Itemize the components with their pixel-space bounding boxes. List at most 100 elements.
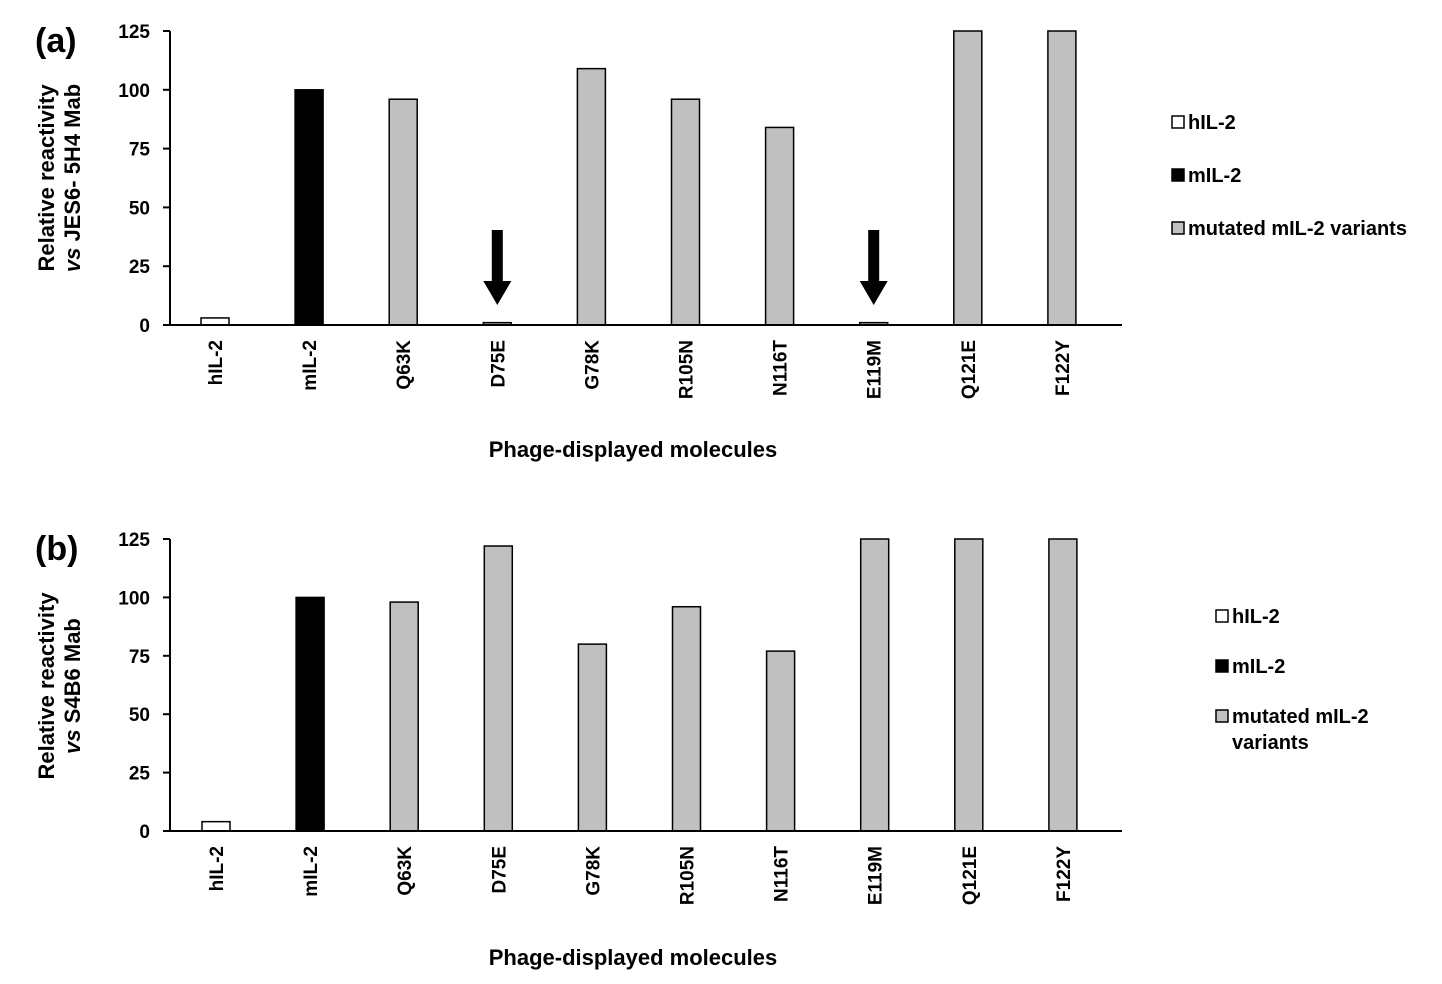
- panel-b-y-tick-label-75: 75: [129, 647, 151, 668]
- panel-a-category-label-q121e: Q121E: [959, 340, 980, 399]
- panel-b-legend-label-line-1: mIL-2: [1232, 656, 1285, 678]
- panel-a-legend-item-mutated-mil-2-variants: mutated mIL-2 variants: [1171, 218, 1407, 240]
- panel-b-bar-hil-2: [201, 820, 231, 832]
- panel-a-arrow-head-e119m: [859, 281, 888, 305]
- panel-a-y-tick-label-125: 125: [118, 22, 150, 43]
- panel-a-y-title-line2: vs JES6- 5H4 Mab: [60, 84, 85, 272]
- panel-b-category-label-g78k: G78K: [583, 846, 604, 896]
- panel-b-y-title-line2: vs S4B6 Mab: [60, 618, 85, 754]
- panel-b-bar-q63k: [389, 601, 419, 832]
- panel-a-arrows: [483, 230, 888, 305]
- panel-a-category-label-r105n: R105N: [677, 340, 698, 399]
- panel-a-legend: hIL-2 mIL-2 mutated mIL-2 variants: [1171, 112, 1407, 240]
- panel-b-bar-e119m: [859, 538, 890, 832]
- panel-b-legend-item-mil-2: mIL-2: [1215, 656, 1285, 678]
- panel-b-label: (b): [35, 530, 78, 568]
- panel-a-bar-q121e: [953, 30, 983, 326]
- panel-a-arrow-shaft-e119m: [868, 230, 880, 282]
- panel-a-legend-label-line-1: mIL-2: [1188, 165, 1241, 187]
- panel-b-y-tick-label-25: 25: [129, 764, 151, 785]
- panel-a-legend-item-hil-2: hIL-2: [1171, 112, 1236, 134]
- panel-a-category-label-q63k: Q63K: [394, 340, 415, 390]
- panel-b-bar-d75e: [483, 545, 514, 832]
- panel-b-y-title-italic: vs: [60, 729, 85, 753]
- panel-b-legend-swatch-mil-2: [1215, 659, 1229, 673]
- panel-a-category-label-hil-2: hIL-2: [206, 340, 227, 385]
- panel-b-y-axis-title: Relative reactivity vs S4B6 Mab: [34, 592, 85, 780]
- panel-a-legend-item-mil-2: mIL-2: [1171, 165, 1241, 187]
- panel-b-legend-item-mutated-mil-2-variants: mutated mIL-2 variants: [1215, 706, 1369, 754]
- panel-a-category-label-d75e: D75E: [488, 340, 509, 388]
- panel-a-bar-f122y: [1047, 30, 1077, 326]
- panel-b-legend-label-line-1: mutated mIL-2: [1232, 706, 1369, 728]
- panel-a-x-axis-title: Phage-displayed molecules: [489, 437, 778, 462]
- panel-a-legend-label-line-1: mutated mIL-2 variants: [1188, 218, 1407, 240]
- panel-a-arrow-head-d75e: [483, 281, 512, 305]
- panel-a-bar-q63k: [388, 98, 418, 326]
- panel-a-legend-swatch-hil-2: [1171, 115, 1185, 129]
- panel-a-y-tick-label-25: 25: [129, 257, 151, 278]
- panel-b-legend-label-hil-2: hIL-2: [1232, 606, 1280, 628]
- panel-a-category-label-e119m: E119M: [865, 340, 886, 399]
- panel-b-y-title-rest: S4B6 Mab: [60, 618, 85, 729]
- panel-a-category-label-n116t: N116T: [771, 340, 792, 396]
- panel-a-label: (a): [35, 22, 77, 60]
- panel-b-legend-item-hil-2: hIL-2: [1215, 606, 1280, 628]
- panel-a-legend-label-line-1: hIL-2: [1188, 112, 1236, 134]
- panel-b-bar-f122y: [1048, 538, 1078, 832]
- panel-a-y-title-italic: vs: [60, 248, 85, 272]
- panel-a-y-tick-label-0: 0: [139, 316, 150, 337]
- panel-a-y-ticks: 0 25 50 75 100 125: [118, 22, 170, 337]
- panel-a-bar-n116t: [764, 126, 795, 326]
- panel-a-bar-hil-2: [200, 317, 230, 326]
- panel-a-legend-swatch-mil-2: [1171, 168, 1185, 182]
- panel-a-arrow-e119m: [859, 230, 888, 305]
- panel-a-legend-label-hil-2: hIL-2: [1188, 112, 1236, 134]
- panel-a-arrow-d75e: [483, 230, 512, 305]
- panel-b-legend-swatch-hil-2: [1215, 609, 1229, 623]
- panel-b-bar-r105n: [671, 605, 702, 832]
- panel-a-y-tick-label-75: 75: [129, 140, 151, 161]
- panel-b-category-label-q121e: Q121E: [960, 846, 981, 905]
- panel-a-arrow-shaft-d75e: [491, 230, 503, 282]
- panel-b-bar-n116t: [765, 650, 796, 832]
- panel-b-legend-label-line-2: variants: [1232, 732, 1309, 754]
- panel-b-category-label-e119m: E119M: [866, 846, 887, 905]
- panel-b-y-tick-label-100: 100: [118, 588, 150, 609]
- panel-b-y-tick-label-125: 125: [118, 530, 150, 551]
- panel-a-bar-mil-2: [294, 89, 324, 326]
- panel-b-bar-g78k: [577, 643, 608, 832]
- panel-a-bar-r105n: [670, 98, 701, 326]
- panel-a-legend-swatch-mutated-mil-2-variants: [1171, 221, 1185, 235]
- panel-b-category-label-n116t: N116T: [772, 846, 793, 902]
- panel-a-category-labels: hIL-2 mIL-2 Q63K D75E G78K R105N N116T E119M Q12…: [206, 340, 1074, 400]
- panel-b-bar-q121e: [954, 538, 984, 832]
- panel-a-legend-label-mutated-mil-2-variants: mutated mIL-2 variants: [1188, 218, 1407, 240]
- panel-b-legend-label-mutated-mil-2-variants: mutated mIL-2 variants: [1232, 706, 1369, 754]
- panel-b-legend-label-line-1: hIL-2: [1232, 606, 1280, 628]
- panel-b-legend-label-mil-2: mIL-2: [1232, 656, 1285, 678]
- panel-b-category-label-q63k: Q63K: [395, 846, 416, 896]
- panel-b-y-tick-label-0: 0: [139, 822, 150, 843]
- panel-a-category-label-f122y: F122Y: [1053, 340, 1074, 396]
- panel-b-category-label-r105n: R105N: [678, 846, 699, 905]
- panel-b: (b) Relative reactivity vs S4B6 Mab 0 25 5…: [34, 530, 1369, 970]
- panel-a-bar-g78k: [576, 67, 607, 326]
- panel-b-y-title-line1: Relative reactivity: [34, 592, 59, 780]
- panel-b-bars: [201, 538, 1078, 832]
- panel-b-legend-swatch-mutated-mil-2-variants: [1215, 709, 1229, 723]
- panel-b-category-label-mil-2: mIL-2: [301, 846, 322, 897]
- panel-a-category-label-mil-2: mIL-2: [300, 340, 321, 391]
- panel-a-y-tick-label-100: 100: [118, 81, 150, 102]
- panel-b-category-label-f122y: F122Y: [1054, 846, 1075, 902]
- panel-a-y-title-line1: Relative reactivity: [34, 84, 59, 272]
- panel-a-y-axis-title: Relative reactivity vs JES6- 5H4 Mab: [34, 84, 85, 272]
- panel-b-y-ticks: 0 25 50 75 100 125: [118, 530, 170, 843]
- panel-b-bar-mil-2: [295, 596, 325, 832]
- panel-a-y-title-rest: JES6- 5H4 Mab: [60, 84, 85, 248]
- panel-a-y-tick-label-50: 50: [129, 198, 150, 219]
- panel-b-x-axis-title: Phage-displayed molecules: [489, 945, 778, 970]
- panel-b-category-label-d75e: D75E: [489, 846, 510, 894]
- panel-a-bars: [200, 30, 1077, 326]
- panel-b-legend: hIL-2 mIL-2 mutated mIL-2 variants: [1215, 606, 1369, 754]
